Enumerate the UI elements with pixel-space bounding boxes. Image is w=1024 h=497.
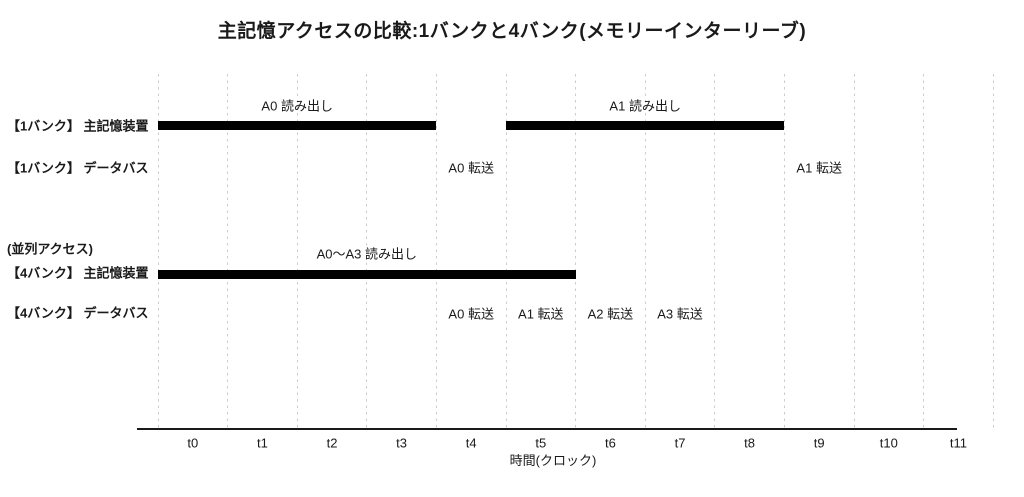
axis-tick-label-t5: t5 [535,435,547,451]
row-label-bank1-bus: 【1バンク】 データバス [7,160,149,176]
gridline [296,74,298,428]
gridline [575,74,577,428]
gridline [853,74,855,428]
row-label-bank4-bus: 【4バンク】 データバス [7,305,149,321]
gridline [366,74,368,428]
timing-bar-bank1-memory-0 [158,121,437,130]
gridline [435,74,437,428]
axis-tick-label-t4: t4 [465,435,477,451]
row-note-bank4-memory: (並列アクセス) [7,241,94,257]
row-label-bank1-memory: 【1バンク】 主記憶装置 [7,118,149,134]
transfer-event-bank4-bus-3: A3 転送 [657,306,703,322]
gridline [714,74,716,428]
timing-bar-caption-bank1-memory-0: A0 読み出し [261,98,333,114]
axis-tick-label-t2: t2 [326,435,338,451]
axis-tick-label-t6: t6 [604,435,616,451]
timing-bar-bank4-memory-0 [158,270,576,279]
gridline [923,74,925,428]
row-label-bank4-memory: 【4バンク】 主記憶装置 [7,265,149,281]
axis-tick-label-t0: t0 [187,435,199,451]
axis-tick-label-t8: t8 [744,435,756,451]
timing-bar-bank1-memory-1 [506,121,785,130]
gridline [783,74,785,428]
axis-tick-label-t7: t7 [674,435,686,451]
transfer-event-bank4-bus-2: A2 転送 [587,306,634,322]
gridline [157,74,159,428]
gridline [644,74,646,428]
time-axis-line [137,428,957,430]
transfer-event-bank1-bus-0: A0 転送 [448,160,494,176]
gridline [505,74,507,428]
gridline [227,74,229,428]
axis-tick-label-t10: t10 [879,435,898,451]
timing-bar-caption-bank1-memory-1: A1 読み出し [609,98,681,114]
axis-tick-label-t1: t1 [256,435,268,451]
axis-tick-label-t11: t11 [949,435,967,451]
transfer-event-bank4-bus-0: A0 転送 [448,306,494,322]
transfer-event-bank4-bus-1: A1 転送 [518,306,564,322]
chart-title: 主記憶アクセスの比較:1バンクと4バンク(メモリーインターリーブ) [217,21,807,42]
axis-tick-label-t3: t3 [396,435,408,451]
gridline [992,74,994,428]
timing-bar-caption-bank4-memory-0: A0〜A3 読み出し [316,246,418,262]
transfer-event-bank1-bus-1: A1 転送 [796,160,842,176]
axis-tick-label-t9: t9 [813,435,825,451]
x-axis-title: 時間(クロック) [509,453,597,468]
